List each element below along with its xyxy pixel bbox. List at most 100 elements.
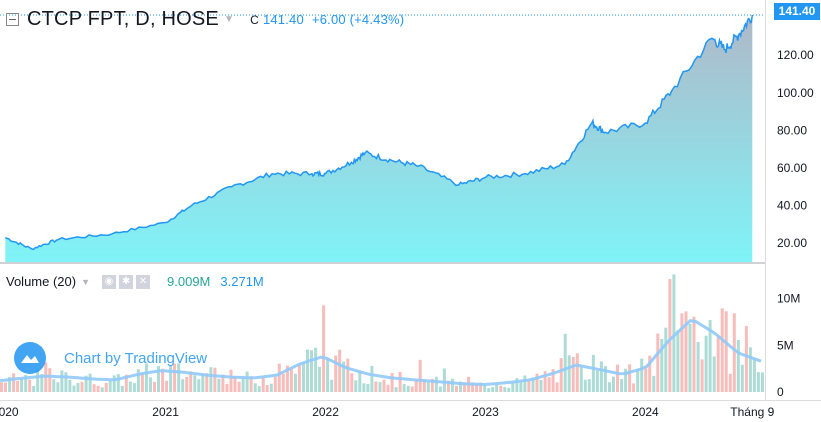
volume-bar bbox=[330, 379, 334, 392]
volume-bar bbox=[149, 377, 152, 392]
volume-bar bbox=[104, 382, 108, 392]
volume-bar bbox=[752, 358, 756, 392]
volume-bar bbox=[555, 382, 559, 392]
volume-bar bbox=[201, 374, 205, 392]
volume-bar bbox=[253, 383, 257, 392]
volume-bar bbox=[700, 359, 704, 392]
volume-bar bbox=[8, 376, 12, 392]
volume-bar bbox=[422, 379, 426, 392]
volume-bar bbox=[193, 375, 197, 392]
volume-bar bbox=[418, 359, 422, 392]
volume-bar bbox=[237, 381, 241, 392]
volume-bar bbox=[100, 387, 104, 392]
price-area-line bbox=[4, 14, 754, 251]
volume-bar bbox=[20, 378, 24, 392]
volume-bar bbox=[153, 381, 156, 392]
eye-icon[interactable]: ◉ bbox=[102, 274, 117, 289]
volume-bar bbox=[680, 313, 684, 392]
volume-bar bbox=[539, 380, 543, 392]
volume-bar bbox=[608, 382, 611, 392]
volume-bar bbox=[4, 382, 7, 392]
symbol-title[interactable]: CTCP FPT, D, HOSE bbox=[27, 8, 219, 30]
volume-tick-label: 10M bbox=[777, 292, 800, 306]
gear-icon[interactable]: ✱ bbox=[119, 274, 134, 289]
volume-bar bbox=[402, 384, 406, 392]
volume-bar bbox=[185, 377, 189, 392]
volume-bar bbox=[12, 373, 16, 392]
volume-bar bbox=[487, 388, 491, 392]
volume-bar bbox=[285, 365, 289, 392]
volume-bar bbox=[124, 374, 128, 392]
volume-bar bbox=[16, 380, 20, 392]
volume-bar bbox=[354, 380, 358, 392]
watermark-text: Chart by TradingView bbox=[64, 349, 208, 367]
volume-bar bbox=[459, 381, 462, 392]
volume-bar bbox=[249, 376, 253, 392]
volume-bar bbox=[322, 305, 326, 392]
volume-bar bbox=[229, 369, 233, 392]
time-tick-label: Tháng 9 bbox=[730, 405, 774, 419]
volume-bar bbox=[720, 308, 724, 392]
volume-bar bbox=[261, 377, 265, 392]
volume-bar bbox=[269, 383, 273, 392]
volume-bar bbox=[644, 368, 648, 392]
volume-bar bbox=[503, 387, 507, 392]
volume-bar bbox=[225, 383, 229, 392]
volume-bar bbox=[656, 333, 660, 392]
volume-bar bbox=[712, 356, 716, 392]
time-tick-label: 2021 bbox=[152, 405, 179, 419]
volume-bar bbox=[161, 368, 165, 392]
volume-bar bbox=[571, 356, 575, 392]
volume-bar bbox=[499, 385, 503, 392]
tradingview-watermark[interactable]: Chart by TradingView bbox=[14, 342, 207, 374]
volume-tick-label: 0 bbox=[777, 385, 784, 399]
volume-bar bbox=[624, 368, 628, 392]
volume-bar bbox=[567, 355, 571, 392]
volume-ma-line bbox=[0, 318, 762, 387]
volume-bar bbox=[48, 368, 52, 392]
price-tick-label: 120.00 bbox=[777, 48, 814, 62]
volume-bar bbox=[221, 374, 225, 392]
volume-bar bbox=[483, 385, 487, 392]
volume-bar bbox=[527, 380, 531, 392]
volume-bar bbox=[559, 358, 563, 392]
volume-bar bbox=[430, 378, 434, 392]
volume-bar bbox=[205, 373, 209, 392]
change-value: +6.00 (+4.43%) bbox=[311, 12, 405, 27]
volume-bar bbox=[475, 383, 479, 392]
volume-bar bbox=[36, 369, 40, 392]
volume-bar bbox=[84, 375, 88, 392]
volume-bar bbox=[64, 372, 68, 392]
volume-bar bbox=[88, 373, 92, 392]
volume-bar bbox=[547, 377, 551, 392]
volume-bar bbox=[132, 383, 136, 392]
volume-title[interactable]: Volume (20) bbox=[6, 274, 77, 289]
time-tick-label: 2022 bbox=[312, 405, 339, 419]
collapse-toggle-icon[interactable] bbox=[6, 13, 19, 26]
volume-bar bbox=[398, 372, 402, 392]
close-icon[interactable]: ✕ bbox=[136, 274, 151, 289]
chevron-down-icon[interactable]: ▼ bbox=[223, 14, 235, 25]
chevron-down-icon[interactable]: ▼ bbox=[81, 276, 91, 287]
volume-legend: Volume (20) ▼ ◉ ✱ ✕ 9.009M 3.271M bbox=[6, 274, 264, 289]
volume-bar bbox=[660, 339, 664, 392]
volume-bar bbox=[157, 366, 160, 392]
volume-bar bbox=[293, 373, 297, 392]
volume-bar bbox=[189, 371, 193, 392]
last-price-badge: 141.40 bbox=[774, 3, 820, 20]
volume-bar bbox=[761, 372, 764, 392]
volume-tick-label: 5M bbox=[777, 338, 794, 352]
volume-bar bbox=[692, 316, 696, 392]
volume-bar bbox=[165, 380, 169, 392]
volume-bar bbox=[257, 386, 261, 392]
volume-bar bbox=[68, 379, 72, 392]
volume-bar bbox=[386, 384, 390, 392]
volume-bar bbox=[334, 355, 338, 392]
volume-bar bbox=[595, 370, 599, 392]
volume-bar bbox=[297, 364, 301, 392]
volume-bar bbox=[140, 372, 144, 392]
volume-bar bbox=[515, 378, 519, 392]
